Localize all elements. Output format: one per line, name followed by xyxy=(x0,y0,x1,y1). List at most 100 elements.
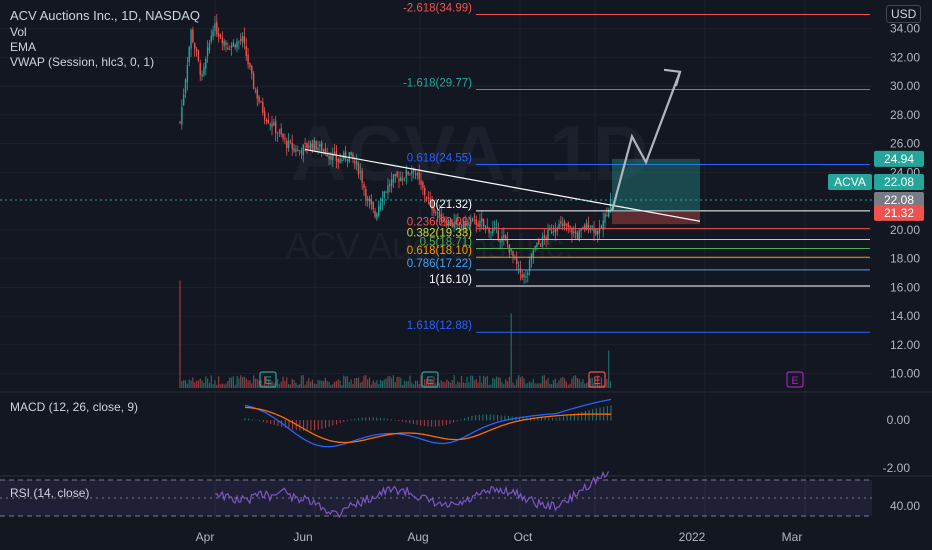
candle-body xyxy=(306,143,308,149)
macd-histogram-bar xyxy=(497,415,499,421)
candle-body xyxy=(287,140,290,149)
volume-bar xyxy=(490,384,492,388)
fib-label: 0.382(19.33) xyxy=(407,228,472,240)
candle-body xyxy=(205,58,207,69)
volume-bar xyxy=(521,376,523,388)
fib-label: 1.618(12.88) xyxy=(407,320,472,332)
candle-body xyxy=(482,218,485,226)
candle-body xyxy=(425,197,428,200)
volume-bar xyxy=(289,384,291,388)
volume-bar xyxy=(359,382,361,388)
candle-body xyxy=(433,208,435,213)
candle-body xyxy=(286,140,288,148)
volume-bar xyxy=(271,381,273,388)
volume-bar xyxy=(219,384,222,388)
volume-bar xyxy=(560,377,562,388)
volume-bar xyxy=(547,378,549,388)
volume-bar xyxy=(201,380,203,388)
candle-body xyxy=(468,222,470,226)
macd-histogram-bar xyxy=(336,420,337,425)
candle-body xyxy=(387,185,389,194)
volume-bar xyxy=(418,384,420,388)
volume-bar xyxy=(251,383,253,388)
volume-bar xyxy=(484,377,487,388)
currency-button[interactable]: USD xyxy=(886,5,922,23)
volume-bar xyxy=(516,379,518,388)
candle-body xyxy=(291,143,293,149)
candle-body xyxy=(532,250,534,257)
candle-body xyxy=(501,236,503,242)
candle-body xyxy=(363,184,365,188)
volume-bar xyxy=(343,375,345,388)
volume-bar xyxy=(567,384,569,388)
candle-body xyxy=(545,236,547,239)
candle-body xyxy=(517,265,520,267)
volume-bar xyxy=(431,379,433,388)
candle-body xyxy=(457,219,459,222)
candle-body xyxy=(556,229,558,231)
earnings-marker xyxy=(786,371,804,388)
candle-body xyxy=(464,221,466,229)
macd-histogram-bar xyxy=(306,420,308,431)
volume-bars xyxy=(179,280,612,388)
candle-body xyxy=(444,220,446,223)
candle-body xyxy=(184,79,187,94)
chart-title: ACV Auctions Inc., 1D, NASDAQ xyxy=(10,8,201,23)
candle-body xyxy=(210,35,212,42)
candle-body xyxy=(470,220,472,225)
candle-body xyxy=(436,212,439,214)
candle-body xyxy=(352,154,354,159)
volume-bar xyxy=(486,375,488,388)
volume-bar xyxy=(195,380,198,388)
volume-bar xyxy=(470,375,472,388)
volume-bar xyxy=(356,377,358,388)
trend-drawings xyxy=(0,68,872,225)
volume-bar xyxy=(368,377,371,388)
volume-bar xyxy=(586,383,588,388)
volume-bar xyxy=(477,382,479,388)
volume-bar xyxy=(350,379,352,388)
volume-bar xyxy=(462,382,464,388)
macd-histogram-bar xyxy=(489,414,491,421)
macd-line xyxy=(244,398,612,448)
volume-bar xyxy=(210,375,212,388)
volume-bar xyxy=(214,380,216,388)
last-price-badge-bg xyxy=(874,174,924,191)
candle-body xyxy=(416,173,419,176)
candle-body xyxy=(359,171,362,173)
candle-body xyxy=(554,229,557,233)
rsi-pane: 40.00 xyxy=(0,470,920,519)
volume-bar xyxy=(551,383,553,388)
macd-histogram-bar xyxy=(584,410,586,421)
candle-body xyxy=(442,219,444,222)
macd-histogram-bar xyxy=(493,414,495,421)
macd-histogram-bar xyxy=(566,415,568,421)
stop-price-badge: 21.32 xyxy=(884,206,914,220)
candle-body xyxy=(216,21,218,35)
macd-histogram-bar xyxy=(303,420,305,431)
candle-body xyxy=(258,96,260,102)
candle-body xyxy=(504,235,507,240)
candle-body xyxy=(488,228,490,234)
candle-body xyxy=(234,44,236,48)
volume-bar xyxy=(495,376,498,388)
candle-body xyxy=(466,222,468,226)
macd-histogram-bar xyxy=(244,418,246,421)
candle-body xyxy=(320,142,323,152)
macd-histogram-bar xyxy=(288,420,290,429)
fib-label: 0.786(17.22) xyxy=(407,258,472,270)
volume-bar xyxy=(440,380,442,388)
volume-bar xyxy=(453,375,455,388)
earnings-marker-letter: E xyxy=(593,375,600,387)
volume-bar xyxy=(549,383,551,388)
candle-body xyxy=(527,272,529,275)
macd-histogram-bar xyxy=(354,418,356,421)
macd-histogram-bar xyxy=(398,420,400,422)
candle-body xyxy=(284,138,286,140)
macd-histogram-bar xyxy=(573,413,575,421)
volume-bar xyxy=(280,381,282,388)
volume-bar xyxy=(273,382,275,388)
fib-label: 0.5(18.71) xyxy=(420,236,473,248)
macd-histogram-bar xyxy=(266,420,268,423)
